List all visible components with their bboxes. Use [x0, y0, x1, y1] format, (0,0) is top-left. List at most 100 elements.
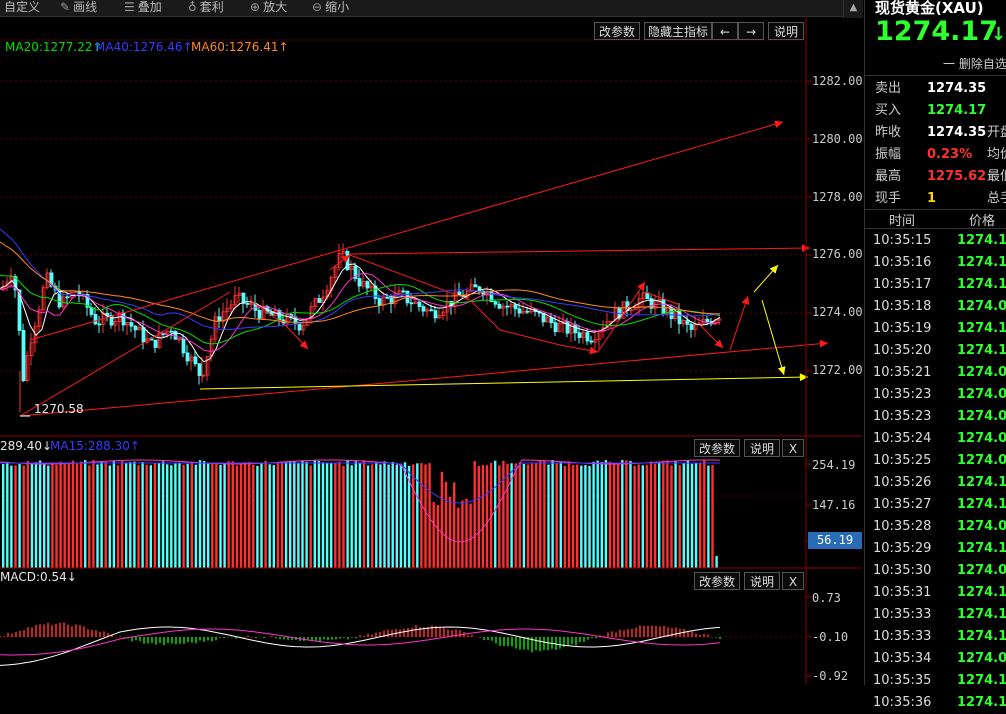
candle-body: [21, 330, 26, 382]
candle-body: [633, 307, 638, 311]
candle-body: [509, 304, 514, 308]
volume-bar: [194, 464, 198, 568]
volume-bar: [485, 465, 489, 568]
volume-bar: [604, 460, 608, 568]
volume-bar: [522, 463, 526, 568]
yellow-support-arrow-head: [799, 373, 808, 382]
volume-bar: [703, 460, 706, 568]
volume-bar: [633, 465, 636, 568]
tick-price: 1274.17: [957, 585, 1006, 600]
macd-y-tick-label: -0.10: [812, 630, 849, 644]
candle-body: [237, 292, 242, 296]
candle-body: [425, 309, 430, 312]
scroll-up-button[interactable]: ▲: [843, 0, 863, 18]
divider: [865, 75, 1006, 76]
candle-body: [337, 253, 342, 268]
macd-edit-params-button[interactable]: 改参数: [694, 572, 740, 590]
draw-line-button[interactable]: ✎ 画线: [60, 0, 97, 14]
volume-help-button[interactable]: 说明: [744, 439, 780, 457]
volume-bar: [637, 464, 640, 568]
candle-body: [97, 323, 102, 326]
arrow-left-button[interactable]: ←: [712, 22, 738, 40]
volume-bar: [215, 463, 218, 568]
remove-watchlist-button[interactable]: 一 删除自选: [943, 57, 1006, 71]
volume-close-button[interactable]: X: [782, 439, 804, 457]
volume-bar: [317, 461, 321, 568]
candle-body: [681, 320, 686, 325]
overlay-button[interactable]: ☰ 叠加: [124, 0, 162, 14]
candle-body: [5, 281, 10, 287]
candle-body: [397, 290, 402, 295]
volume-bar: [174, 463, 177, 568]
zoom-in-button[interactable]: ⊕ 放大: [250, 0, 287, 14]
tick-price: 1274.08: [957, 453, 1006, 468]
hide-main-indicator-button[interactable]: 隐藏主指标: [644, 22, 712, 40]
volume-ma15-line: [0, 462, 720, 504]
volume-bar: [539, 460, 542, 568]
candle-body: [497, 303, 502, 309]
toolbar-label: 叠加: [137, 0, 162, 14]
volume-bar: [321, 462, 325, 568]
zoom-out-button[interactable]: ⊖ 缩小: [312, 0, 349, 14]
toolbar-label: 放大: [263, 0, 288, 14]
arrow-right-button[interactable]: →: [738, 22, 764, 40]
volume-bar: [239, 464, 243, 568]
volume-bar: [366, 465, 370, 568]
macd-dea-line: [0, 628, 721, 656]
volume-bar: [145, 464, 148, 568]
macd-close-button[interactable]: X: [782, 572, 804, 590]
tick-price: 1274.08: [957, 651, 1006, 666]
volume-bar: [268, 464, 271, 568]
candle-body: [153, 339, 158, 348]
help-button[interactable]: 说明: [768, 22, 804, 40]
volume-bar: [252, 464, 255, 568]
quote-row-value: 1274.35: [927, 81, 987, 96]
candle-body: [717, 318, 722, 321]
tick-row: 10:35:25 1274.08: [865, 449, 1006, 472]
volume-bar: [555, 463, 558, 568]
volume-edit-params-button[interactable]: 改参数: [694, 439, 740, 457]
volume-bar: [22, 465, 25, 568]
zigzag-arrow-head: [341, 255, 350, 263]
volume-ma15-label: MA15:288.30↑: [50, 439, 140, 453]
close-icon: X: [788, 575, 798, 589]
volume-bar: [448, 496, 452, 568]
volume-bar: [481, 465, 485, 568]
tick-price: 1274.02: [957, 519, 1006, 534]
candle-body: [413, 301, 418, 305]
volume-bar: [260, 462, 263, 568]
candle-body: [357, 278, 362, 287]
volume-bar: [699, 462, 702, 568]
volume-bar: [621, 460, 624, 568]
edit-params-button[interactable]: 改参数: [594, 22, 640, 40]
candle-body: [93, 314, 98, 325]
tick-price: 1274.01: [957, 409, 1006, 424]
arbitrage-button[interactable]: ♁ 套利: [188, 0, 224, 14]
volume-bar: [444, 481, 448, 568]
volume-bar: [120, 461, 124, 568]
arrow-left-icon: ←: [719, 25, 731, 39]
volume-bar: [412, 464, 415, 568]
support-arrow-head: [819, 339, 828, 348]
chart-canvas[interactable]: [0, 18, 862, 685]
tick-price: 1274.17: [957, 255, 1006, 270]
toolbar-label: 套利: [199, 0, 224, 14]
volume-y-tick-label: 254.19: [812, 458, 856, 472]
volume-bar: [510, 463, 513, 568]
candle-body: [705, 318, 710, 322]
tick-row: 10:35:30 1274.04: [865, 559, 1006, 582]
volume-bar: [289, 460, 292, 568]
candle-body: [469, 284, 474, 292]
volume-bar: [551, 460, 554, 568]
volume-bar: [338, 461, 341, 568]
tick-time: 10:35:29: [873, 541, 932, 556]
candle-body: [73, 291, 78, 293]
custom-button[interactable]: 自定义: [4, 0, 40, 14]
volume-bar: [588, 465, 591, 568]
macd-help-button[interactable]: 说明: [744, 572, 780, 590]
volume-bar: [457, 507, 460, 568]
volume-bar: [641, 465, 644, 568]
candle-body: [557, 323, 562, 333]
volume-bar: [670, 465, 673, 568]
volume-bar: [436, 505, 439, 568]
